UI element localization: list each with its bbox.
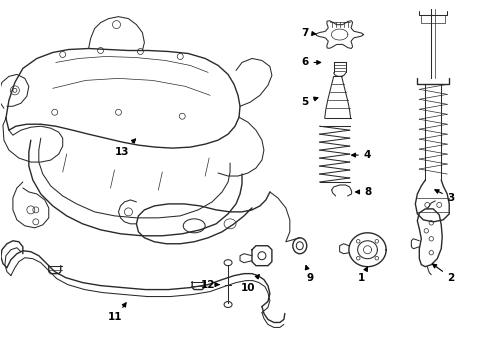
Text: 8: 8 [356,187,371,197]
Text: 12: 12 [201,280,219,289]
Text: 5: 5 [301,97,318,107]
Text: 6: 6 [301,58,320,67]
Text: 9: 9 [305,266,313,283]
Text: 1: 1 [358,267,368,283]
Text: 7: 7 [301,28,316,37]
Text: 13: 13 [115,139,136,157]
Text: 11: 11 [108,303,126,323]
Text: 10: 10 [241,275,259,293]
Text: 3: 3 [435,190,455,203]
Text: 4: 4 [352,150,371,160]
Text: 2: 2 [433,264,455,283]
